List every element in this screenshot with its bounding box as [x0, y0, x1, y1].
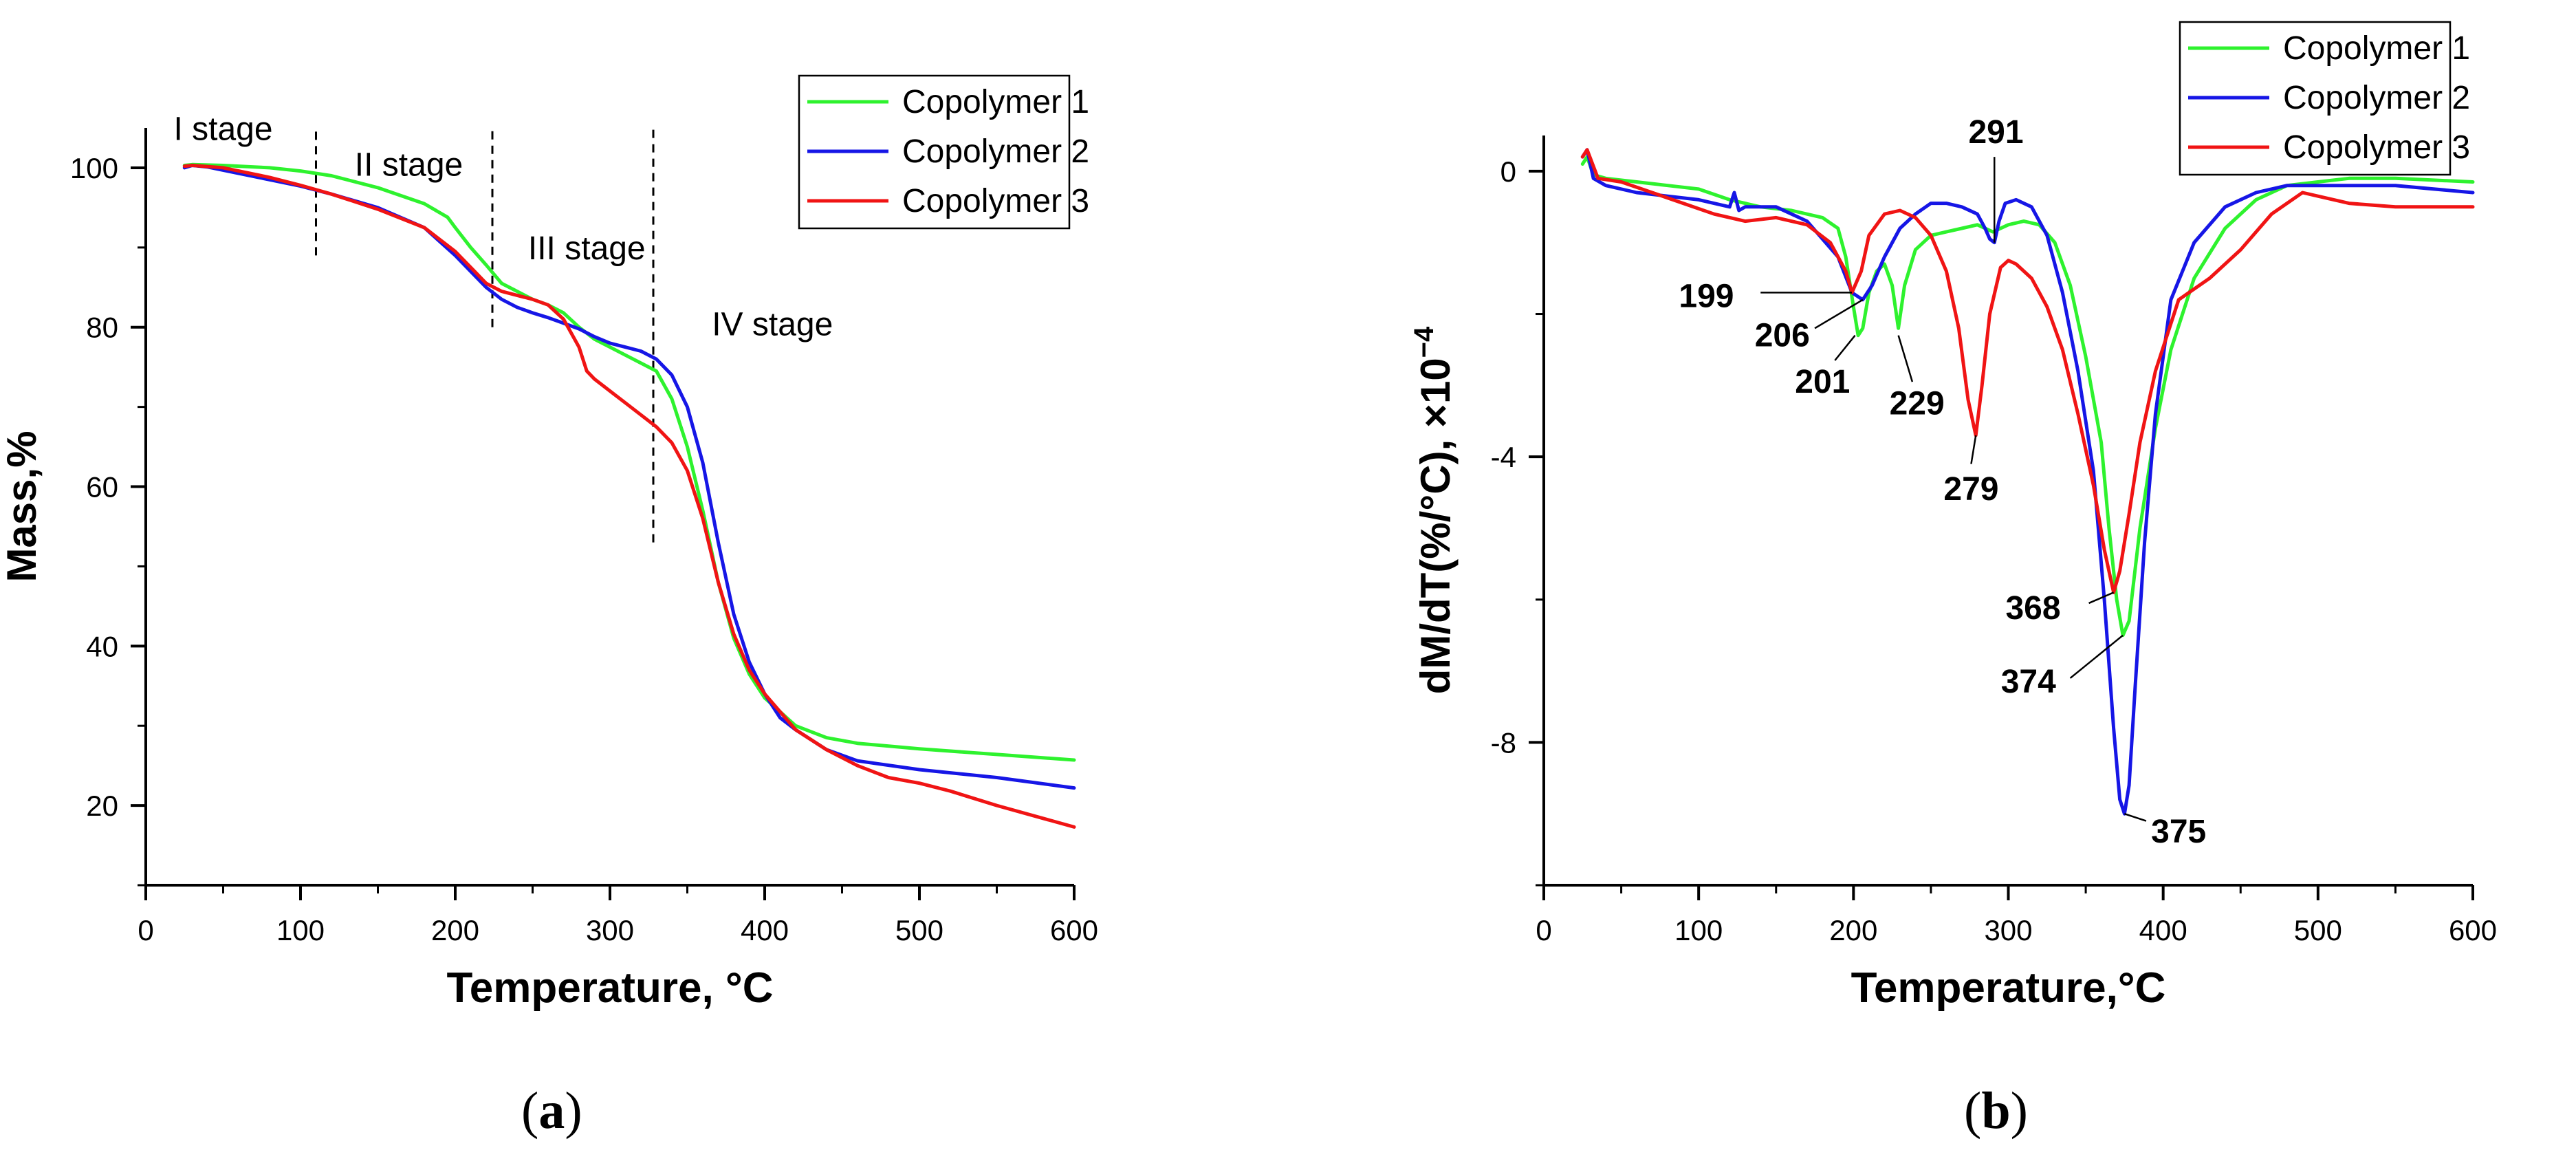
y-tick-label: 80: [86, 312, 118, 344]
x-tick-label: 600: [2449, 914, 2497, 946]
y-axis-title-exponent: −4: [1409, 326, 1439, 358]
stage-label: IV stage: [712, 306, 833, 343]
x-tick-label: 0: [138, 914, 153, 946]
peak-leader-line: [1834, 334, 1856, 361]
caption-b: (b): [1964, 1082, 2028, 1140]
peak-leader-line: [1970, 435, 1977, 464]
peak-leader-line: [2124, 813, 2147, 822]
x-tick-label: 400: [741, 914, 789, 946]
peak-label: 279: [1943, 471, 1998, 508]
peak-leader-line: [2088, 592, 2115, 605]
x-tick-label: 500: [895, 914, 943, 946]
peak-label: 201: [1795, 364, 1850, 400]
peak-label: 291: [1968, 114, 2023, 151]
peak-leader-line: [1814, 299, 1864, 329]
stage-label: III stage: [528, 230, 646, 267]
y-tick-label: 60: [86, 471, 118, 503]
peak-label: 229: [1890, 385, 1945, 422]
y-tick-label: -8: [1491, 726, 1516, 759]
x-tick-label: 300: [586, 914, 634, 946]
series-line-copolymer-2: [1580, 148, 2475, 816]
series-line-copolymer-3: [182, 164, 1076, 829]
x-tick-label: 400: [2139, 914, 2187, 946]
x-tick-label: 100: [276, 914, 325, 946]
chart-a: 0 100 200 300 400 500 600 20 40 60 80 100 Temperatur…: [0, 74, 1098, 1012]
legend-label: Copolymer 1: [2283, 30, 2470, 67]
stage-label: II stage: [355, 147, 463, 184]
x-tick-label: 600: [1050, 914, 1098, 946]
y-axis-title: dM/dT(%/°C), ×10−4: [1409, 326, 1459, 694]
legend-label: Copolymer 3: [2283, 129, 2470, 166]
peak-label: 199: [1679, 279, 1734, 315]
y-tick-label: 0: [1500, 155, 1516, 188]
caption-a-letter: a: [538, 1082, 565, 1140]
x-tick-label: 100: [1674, 914, 1723, 946]
stage-label: I stage: [173, 111, 272, 147]
y-axis-title: Mass,%: [0, 431, 45, 582]
series-line-copolymer-1: [1580, 155, 2475, 638]
y-tick-label: 40: [86, 630, 118, 662]
y-tick-label: -4: [1491, 441, 1516, 473]
x-axis-title: Temperature, °C: [447, 964, 774, 1012]
x-tick-label: 300: [1984, 914, 2032, 946]
series-line-copolymer-3: [1580, 148, 2475, 594]
peak-leader-line: [2069, 634, 2124, 679]
x-axis-title: Temperature,°C: [1851, 964, 2166, 1012]
y-tick-label: 20: [86, 790, 118, 822]
legend-label: Copolymer 1: [902, 84, 1089, 120]
peak-label: 206: [1755, 318, 1810, 354]
peak-leader-line: [1897, 335, 1914, 382]
x-tick-label: 200: [431, 914, 479, 946]
x-tick-label: 0: [1536, 914, 1551, 946]
legend-label: Copolymer 3: [902, 183, 1089, 219]
legend-label: Copolymer 2: [902, 133, 1089, 170]
caption-a: (a): [521, 1082, 582, 1140]
caption-b-letter: b: [1981, 1082, 2011, 1140]
peak-label: 374: [2001, 664, 2056, 700]
peak-label: 375: [2151, 814, 2206, 850]
y-tick-label: 100: [70, 152, 118, 184]
chart-b: 0 100 200 300 400 500 600 0 -4 -8 Temperature,°C dM…: [1409, 21, 2497, 1012]
legend-label: Copolymer 2: [2283, 80, 2470, 116]
x-tick-label: 500: [2294, 914, 2342, 946]
peak-label: 368: [2005, 590, 2060, 627]
x-tick-label: 200: [1829, 914, 1877, 946]
